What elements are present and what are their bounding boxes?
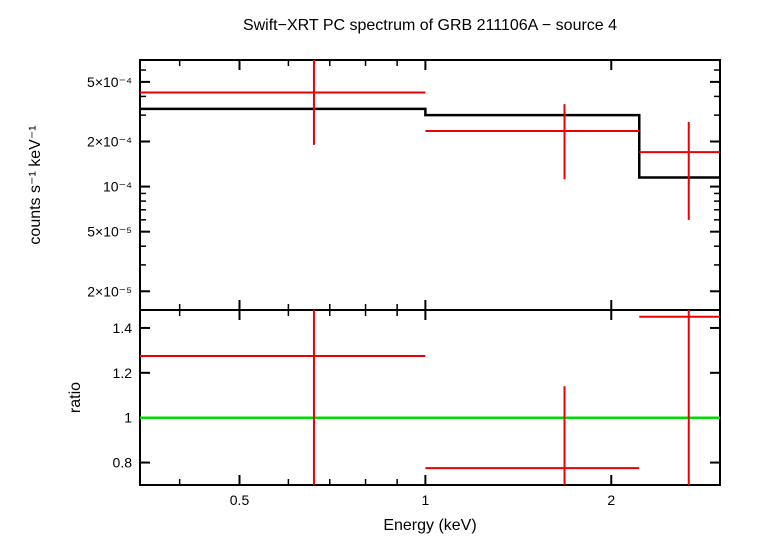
chart-container: 0.5 1 2 2×10⁻⁵ 5×10⁻⁵ 10⁻⁴ 2×10⁻⁴ 5×10⁻⁴ 0.8 1 1.2… — [0, 0, 758, 556]
svg-text:5×10⁻⁴: 5×10⁻⁴ — [87, 74, 132, 90]
svg-text:5×10⁻⁵: 5×10⁻⁵ — [87, 224, 132, 240]
svg-text:10⁻⁴: 10⁻⁴ — [103, 179, 132, 195]
svg-text:0.5: 0.5 — [230, 492, 250, 508]
chart-svg: 0.5 1 2 2×10⁻⁵ 5×10⁻⁵ 10⁻⁴ 2×10⁻⁴ 5×10⁻⁴ 0.8 1 1.2… — [0, 0, 758, 556]
chart-title: Swift−XRT PC spectrum of GRB 211106A − s… — [243, 17, 617, 34]
svg-text:1: 1 — [421, 492, 429, 508]
svg-text:2×10⁻⁴: 2×10⁻⁴ — [87, 133, 132, 149]
x-axis-label: Energy (keV) — [383, 517, 476, 534]
svg-text:2: 2 — [607, 492, 615, 508]
svg-text:1.2: 1.2 — [113, 365, 133, 381]
svg-text:1: 1 — [124, 410, 132, 426]
y-axis-top-label: counts s⁻¹ keV⁻¹ — [27, 125, 44, 244]
y-axis-bottom-label: ratio — [67, 382, 84, 413]
svg-text:0.8: 0.8 — [113, 455, 133, 471]
svg-text:1.4: 1.4 — [113, 320, 133, 336]
svg-text:2×10⁻⁵: 2×10⁻⁵ — [87, 283, 132, 299]
